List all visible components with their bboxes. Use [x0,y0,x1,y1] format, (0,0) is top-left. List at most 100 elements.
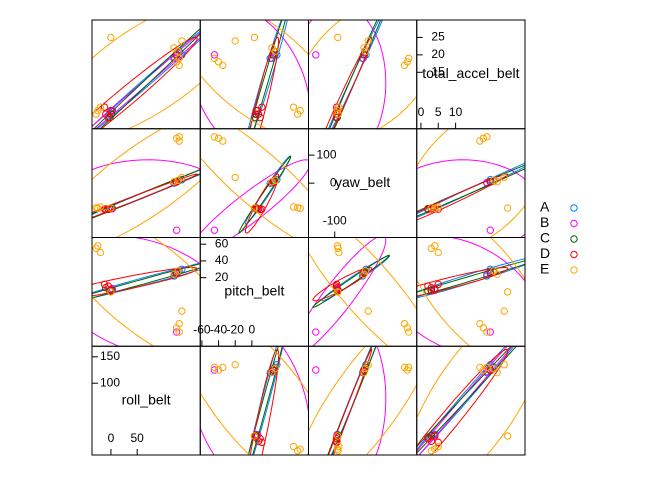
point [335,442,343,451]
point [175,319,183,328]
panel-border [308,19,418,130]
point [431,204,439,213]
point [174,47,182,56]
tick-label: 60 [215,236,229,250]
ellipse [200,128,309,238]
point [361,267,370,275]
ellipse [92,237,201,347]
panel: yaw_belt -100 0 100 [308,128,418,238]
point [486,328,495,336]
point [431,242,439,250]
ellipse [238,155,292,234]
point [479,324,488,332]
point [334,33,342,42]
point [175,328,183,336]
point [92,110,100,118]
panel-content [200,346,309,455]
point [231,37,239,45]
point [178,307,186,315]
panel [199,128,309,238]
tick-label: -20 [227,322,245,336]
ellipse [245,173,280,234]
point [231,361,239,369]
ellipse [416,237,525,347]
ellipse [249,36,280,129]
point [107,288,115,296]
ellipse [200,159,309,238]
legend-marker [570,204,578,212]
panel [308,19,418,130]
point [500,307,508,315]
ellipse [248,346,284,455]
point [107,204,115,212]
point [483,133,491,141]
point [312,366,320,374]
point [334,432,342,440]
panel-border [416,345,526,456]
tick-label: 10 [449,105,463,119]
panel-content [200,128,309,238]
point [96,103,105,111]
ellipse [92,267,198,297]
panel-content [416,128,525,238]
point [503,204,512,212]
point [96,248,105,257]
point [334,288,342,296]
legend-label: B [540,214,549,230]
point [424,205,432,214]
point [431,286,439,294]
panel-content [308,237,417,347]
ellipse [308,20,387,129]
point [431,432,439,440]
point [490,364,498,373]
point [219,137,227,145]
point [171,54,179,63]
tick-label: 25 [431,30,445,44]
ellipse [92,36,198,129]
tick-label: -100 [323,214,347,228]
point [361,47,370,56]
point [434,203,442,211]
point [483,363,491,372]
variable-name: pitch_belt [224,283,284,299]
point [360,44,368,52]
tick-label: 100 [100,375,120,389]
panel [308,345,418,456]
ellipse [416,260,525,298]
panel [416,128,526,238]
point [404,54,413,63]
ellipse [416,346,518,454]
point [172,178,181,186]
point [493,178,501,186]
tick-label: 15 [431,64,445,78]
variable-name: roll_belt [122,391,171,407]
point [178,37,186,45]
panel-content [92,128,201,238]
point [250,33,259,42]
panel-border [416,128,526,238]
point [210,54,219,63]
legend-label: E [540,261,549,277]
point [107,106,115,115]
point [296,106,304,115]
point [476,137,484,145]
tick-label: -60 [193,322,211,336]
point [175,54,183,63]
point [434,442,442,451]
legend-marker [570,219,578,228]
point [333,106,342,115]
legend-label: D [540,245,550,261]
ellipse [416,346,513,455]
tick-label: 0 [418,105,425,119]
tick-label: -40 [210,322,228,336]
point [210,51,219,59]
point [503,432,512,440]
point [94,242,102,250]
point [175,133,183,141]
point [490,176,498,185]
panel-content [92,20,201,129]
point [333,242,342,250]
panel [416,345,526,456]
panel [91,128,201,238]
panel-content [308,346,417,455]
